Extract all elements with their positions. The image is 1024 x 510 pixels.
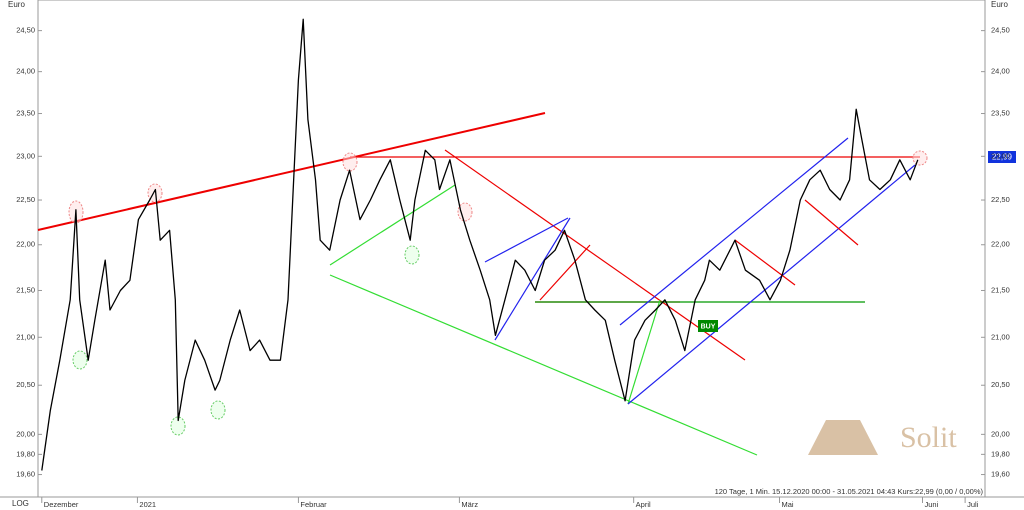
watermark: Solit [808,420,957,455]
trend-line [494,217,571,341]
y-tick-label-right: 20,00 [991,429,1010,438]
trend-line [37,112,546,231]
y-tick-label-right: 24,00 [991,67,1010,76]
info: 120 Tage, 1 Min. 15.12.2020 00:00 - 31.0… [715,487,984,496]
y-tick-label-right: 23,50 [991,109,1010,118]
x-tick-label: Mai [782,500,794,509]
trend-line [627,299,661,405]
trend-lines [37,112,920,456]
y-tick-label: 23,50 [16,109,35,118]
last-price-label: 22,99 [992,153,1013,162]
y-tick-label: 20,50 [16,380,35,389]
trend-line [804,199,859,246]
price-line [41,18,919,471]
x-tick-label: 2021 [139,500,156,509]
y-tick-label-right: 20,50 [991,380,1010,389]
trend-line [329,274,758,456]
marker [404,245,420,265]
y-tick-label-right: 19,80 [991,449,1010,458]
x-tick-label: April [636,500,651,509]
y-tick-label-right: 22,00 [991,240,1010,249]
logo [808,420,878,455]
y-tick-label: 21,50 [16,285,35,294]
y-tick-label-right: 21,00 [991,332,1010,341]
y-unit-right: Euro [991,0,1008,9]
markers [68,150,928,436]
trend-line [444,149,746,361]
y-unit: Euro [8,0,25,9]
y-tick-label-right: 22,50 [991,195,1010,204]
signal-label: BUY [701,323,716,330]
y-tick-label-right: 21,50 [991,285,1010,294]
watermark-text: Solit [900,421,957,454]
scale-label: LOG [12,499,29,508]
x-tick-label: Februar [300,500,327,509]
trend-line [627,164,916,405]
x-tick-label: Juni [924,500,938,509]
marker [210,400,226,420]
y-tick-label: 19,80 [16,449,35,458]
y-tick-label: 23,00 [16,151,35,160]
trend-line [484,217,569,263]
marker [457,202,473,222]
y-tick-label: 19,60 [16,470,35,479]
x-tick-label: März [461,500,478,509]
marker [170,416,186,436]
y-tick-label-right: 23,00 [991,151,1010,160]
y-tick-label-right: 19,60 [991,470,1010,479]
signal-box [698,320,718,332]
y-tick-label: 20,00 [16,429,35,438]
marker [912,150,928,166]
y-tick-label: 21,00 [16,332,35,341]
y-tick-label: 24,00 [16,67,35,76]
y-tick-label: 22,00 [16,240,35,249]
marker [342,152,358,172]
y-tick-label-right: 24,50 [991,26,1010,35]
signal: BUY [698,320,718,332]
trend-line [329,184,456,266]
last-price-box [988,151,1016,163]
trend-line [539,244,591,301]
marker [72,350,88,370]
trend-line [619,137,849,326]
y-tick-label: 24,50 [16,26,35,35]
trend-line [734,239,796,286]
x-tick-label: Dezember [44,500,79,509]
x-tick-label: Juli [967,500,979,509]
y-tick-label: 22,50 [16,195,35,204]
